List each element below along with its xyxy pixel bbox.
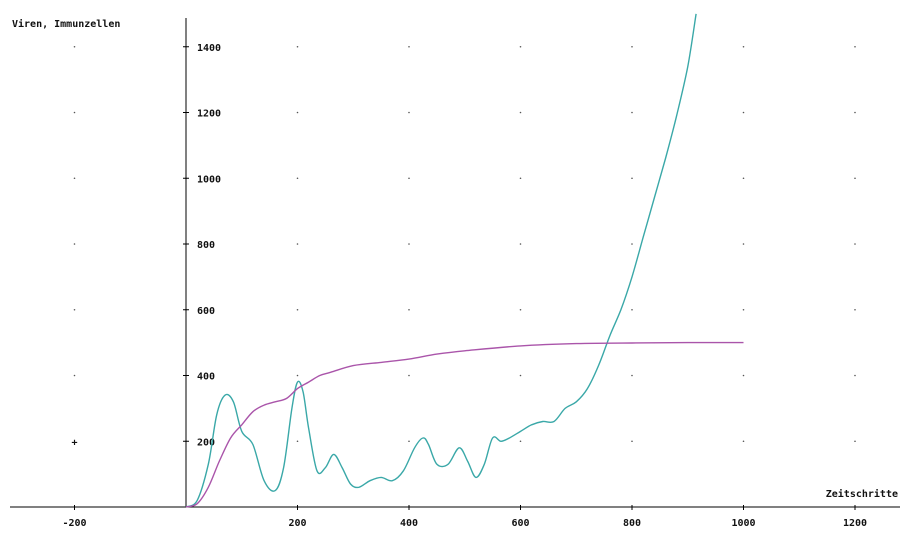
grid-dot [73, 243, 76, 245]
plus-marker: + [71, 437, 77, 448]
grid-dot [519, 374, 522, 377]
y-tick-label: 200 [197, 437, 215, 448]
grid-dot [854, 45, 856, 48]
grid-dot [296, 177, 299, 180]
grid-dot [631, 374, 633, 377]
y-axis-label: Viren, Immunzellen [12, 18, 120, 30]
grid-dot [631, 111, 633, 114]
y-tick-label: 1200 [197, 109, 221, 120]
grid-dot [408, 308, 410, 311]
grid-dot [519, 243, 522, 245]
grid-dot [73, 308, 76, 311]
axes [10, 18, 900, 508]
y-tick-label: 600 [197, 306, 215, 317]
x-tick-label: -200 [62, 518, 86, 529]
grid-dot [854, 177, 856, 180]
grid-dot [742, 243, 745, 245]
grid-dot [296, 440, 299, 443]
x-tick-label: 1200 [843, 518, 867, 529]
grid-dot [631, 45, 633, 48]
grid-dot [631, 177, 633, 180]
grid-dot [73, 45, 76, 48]
y-tick-label: 400 [197, 372, 215, 383]
grid-dot [408, 177, 410, 180]
grid-dot [742, 177, 745, 180]
series-line-2 [185, 341, 744, 508]
grid-dot [854, 111, 856, 114]
series-line-1 [185, 13, 697, 508]
y-tick-label: 800 [197, 240, 215, 251]
x-tick-label: 200 [288, 518, 306, 529]
grid-dot [296, 308, 299, 311]
grid-dot [854, 308, 856, 311]
x-tick-label: 400 [400, 518, 418, 529]
grid-dot [631, 440, 633, 443]
x-tick-label: 1000 [731, 518, 755, 529]
x-tick-label: 600 [511, 518, 529, 529]
grid-dot [519, 308, 522, 311]
grid-dot [408, 243, 410, 245]
grid-dot [519, 111, 522, 114]
y-tick-label: 1000 [197, 174, 221, 185]
y-tick-label: 1400 [197, 43, 221, 54]
grid-dot [519, 45, 522, 48]
grid-dot [73, 177, 76, 180]
grid-dot [742, 440, 745, 443]
x-tick-label: 800 [623, 518, 641, 529]
grid-dot [296, 374, 299, 377]
grid-dot [408, 374, 410, 377]
grid [73, 45, 856, 443]
grid-dot [73, 111, 76, 114]
grid-dot [296, 111, 299, 114]
grid-dot [742, 45, 745, 48]
grid-dot [854, 440, 856, 443]
grid-dot [742, 374, 745, 377]
markers: + [71, 437, 77, 448]
grid-dot [854, 374, 856, 377]
grid-dot [408, 45, 410, 48]
grid-dot [631, 308, 633, 311]
grid-dot [519, 177, 522, 180]
grid-dot [519, 440, 522, 443]
series [185, 13, 744, 508]
grid-dot [408, 440, 410, 443]
grid-dot [296, 243, 299, 245]
x-axis-label: Zeitschritte [826, 488, 898, 500]
grid-dot [742, 111, 745, 114]
grid-dot [408, 111, 410, 114]
grid-dot [631, 243, 633, 245]
grid-dot [742, 308, 745, 311]
tick-labels: -200 200 400 600 800 1000 1200 200 400 600 800 1000… [62, 43, 867, 529]
grid-dot [73, 374, 76, 377]
grid-dot [296, 45, 299, 48]
grid-dot [854, 243, 856, 245]
